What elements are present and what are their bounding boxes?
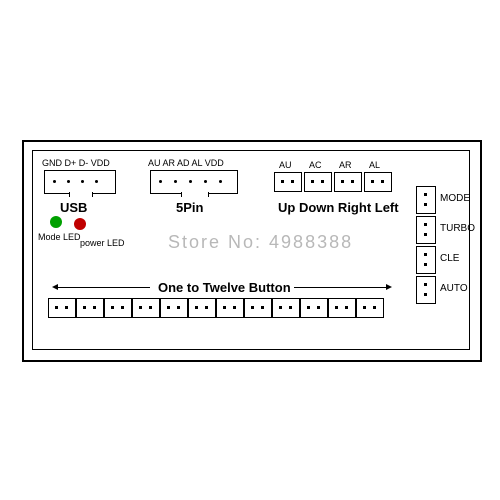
side-pair [416, 276, 436, 304]
arrow-right [294, 287, 388, 288]
mode-led [50, 216, 62, 228]
side-label: MODE [440, 193, 470, 204]
dir-top-label: AR [339, 160, 352, 170]
diagram-canvas: Store No: 4988388 GND D+ D- VDD USB AU A… [0, 0, 500, 500]
side-label: CLE [440, 253, 459, 264]
button-pair [272, 298, 300, 318]
usb-label: USB [60, 200, 87, 215]
arrow-head-left [52, 284, 58, 290]
power-led-label: power LED [80, 238, 125, 248]
power-led [74, 218, 86, 230]
side-pair [416, 186, 436, 214]
button-pair [48, 298, 76, 318]
button-pair [188, 298, 216, 318]
side-label: AUTO [440, 283, 468, 294]
dir-top-label: AU [279, 160, 292, 170]
dir-pair [304, 172, 332, 192]
button-pair [76, 298, 104, 318]
button-pair [244, 298, 272, 318]
side-pair [416, 216, 436, 244]
dir-pair [334, 172, 362, 192]
arrow-left [56, 287, 150, 288]
dir-pair [274, 172, 302, 192]
button-pair [104, 298, 132, 318]
usb-connector [44, 170, 116, 194]
fivepin-notch [181, 192, 209, 197]
direction-heading: Up Down Right Left [278, 200, 399, 215]
dir-top-label: AC [309, 160, 322, 170]
button-pair [132, 298, 160, 318]
usb-pin-labels: GND D+ D- VDD [42, 158, 110, 168]
button-pair [160, 298, 188, 318]
button-pair [216, 298, 244, 318]
dir-pair [364, 172, 392, 192]
fivepin-pin-labels: AU AR AD AL VDD [148, 158, 224, 168]
arrow-head-right [386, 284, 392, 290]
button-pair [300, 298, 328, 318]
button-pair [356, 298, 384, 318]
dir-top-label: AL [369, 160, 380, 170]
buttons-heading: One to Twelve Button [158, 280, 291, 295]
fivepin-connector [150, 170, 238, 194]
watermark: Store No: 4988388 [168, 232, 353, 253]
fivepin-label: 5Pin [176, 200, 203, 215]
side-label: TURBO [440, 223, 475, 234]
usb-notch [69, 192, 93, 197]
button-pair [328, 298, 356, 318]
side-pair [416, 246, 436, 274]
mode-led-label: Mode LED [38, 232, 81, 242]
